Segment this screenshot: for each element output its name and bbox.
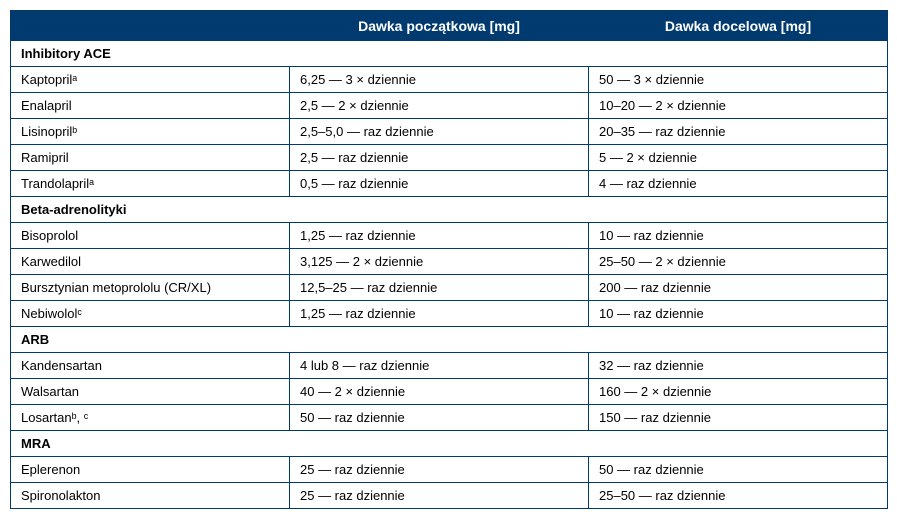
target-dose: 10 — raz dziennie <box>589 223 888 249</box>
start-dose: 6,25 — 3 × dziennie <box>290 67 589 93</box>
table-row: Losartanᵇ, ᶜ50 — raz dziennie150 — raz d… <box>11 405 888 431</box>
start-dose: 3,125 — 2 × dziennie <box>290 249 589 275</box>
table-row: Enalapril2,5 — 2 × dziennie10–20 — 2 × d… <box>11 93 888 119</box>
section-header-row: ARB <box>11 327 888 353</box>
section-header-row: MRA <box>11 431 888 457</box>
drug-name: Kandensartan <box>11 353 290 379</box>
table-row: Ramipril2,5 — raz dziennie5 — 2 × dzienn… <box>11 145 888 171</box>
target-dose: 4 — raz dziennie <box>589 171 888 197</box>
table-row: Walsartan40 — 2 × dziennie160 — 2 × dzie… <box>11 379 888 405</box>
drug-name: Walsartan <box>11 379 290 405</box>
drug-name: Nebiwololᶜ <box>11 301 290 327</box>
drug-name: Karwedilol <box>11 249 290 275</box>
target-dose: 150 — raz dziennie <box>589 405 888 431</box>
section-title: MRA <box>11 431 888 457</box>
section-header-row: Beta-adrenolityki <box>11 197 888 223</box>
table-row: Lisinoprilᵇ2,5–5,0 — raz dziennie20–35 —… <box>11 119 888 145</box>
table-row: Kandensartan4 lub 8 — raz dziennie32 — r… <box>11 353 888 379</box>
target-dose: 32 — raz dziennie <box>589 353 888 379</box>
section-title: Inhibitory ACE <box>11 41 888 67</box>
table-body: Inhibitory ACEKaptoprilᵃ6,25 — 3 × dzien… <box>11 41 888 509</box>
table-row: Bisoprolol1,25 — raz dziennie10 — raz dz… <box>11 223 888 249</box>
start-dose: 2,5 — raz dziennie <box>290 145 589 171</box>
start-dose: 4 lub 8 — raz dziennie <box>290 353 589 379</box>
target-dose: 25–50 — 2 × dziennie <box>589 249 888 275</box>
table-row: Eplerenon25 — raz dziennie50 — raz dzien… <box>11 457 888 483</box>
header-empty <box>11 11 290 41</box>
start-dose: 1,25 — raz dziennie <box>290 301 589 327</box>
drug-name: Losartanᵇ, ᶜ <box>11 405 290 431</box>
start-dose: 12,5–25 — raz dziennie <box>290 275 589 301</box>
drug-name: Lisinoprilᵇ <box>11 119 290 145</box>
drug-name: Spironolakton <box>11 483 290 509</box>
target-dose: 25–50 — raz dziennie <box>589 483 888 509</box>
drug-name: Ramipril <box>11 145 290 171</box>
section-header-row: Inhibitory ACE <box>11 41 888 67</box>
drug-name: Bursztynian metoprololu (CR/XL) <box>11 275 290 301</box>
start-dose: 0,5 — raz dziennie <box>290 171 589 197</box>
target-dose: 50 — raz dziennie <box>589 457 888 483</box>
table-row: Kaptoprilᵃ6,25 — 3 × dziennie50 — 3 × dz… <box>11 67 888 93</box>
start-dose: 1,25 — raz dziennie <box>290 223 589 249</box>
table-row: Nebiwololᶜ1,25 — raz dziennie10 — raz dz… <box>11 301 888 327</box>
section-title: Beta-adrenolityki <box>11 197 888 223</box>
header-row: Dawka początkowa [mg] Dawka docelowa [mg… <box>11 11 888 41</box>
dosage-table: Dawka początkowa [mg] Dawka docelowa [mg… <box>10 10 888 509</box>
section-title: ARB <box>11 327 888 353</box>
header-start-dose: Dawka początkowa [mg] <box>290 11 589 41</box>
table-row: Bursztynian metoprololu (CR/XL)12,5–25 —… <box>11 275 888 301</box>
drug-name: Kaptoprilᵃ <box>11 67 290 93</box>
target-dose: 10–20 — 2 × dziennie <box>589 93 888 119</box>
start-dose: 40 — 2 × dziennie <box>290 379 589 405</box>
start-dose: 2,5–5,0 — raz dziennie <box>290 119 589 145</box>
start-dose: 25 — raz dziennie <box>290 483 589 509</box>
target-dose: 160 — 2 × dziennie <box>589 379 888 405</box>
table-row: Spironolakton25 — raz dziennie25–50 — ra… <box>11 483 888 509</box>
start-dose: 2,5 — 2 × dziennie <box>290 93 589 119</box>
drug-name: Eplerenon <box>11 457 290 483</box>
target-dose: 10 — raz dziennie <box>589 301 888 327</box>
target-dose: 200 — raz dziennie <box>589 275 888 301</box>
table-row: Trandolaprilᵃ0,5 — raz dziennie4 — raz d… <box>11 171 888 197</box>
target-dose: 5 — 2 × dziennie <box>589 145 888 171</box>
table-row: Karwedilol3,125 — 2 × dziennie25–50 — 2 … <box>11 249 888 275</box>
header-target-dose: Dawka docelowa [mg] <box>589 11 888 41</box>
target-dose: 20–35 — raz dziennie <box>589 119 888 145</box>
drug-name: Bisoprolol <box>11 223 290 249</box>
target-dose: 50 — 3 × dziennie <box>589 67 888 93</box>
start-dose: 25 — raz dziennie <box>290 457 589 483</box>
drug-name: Enalapril <box>11 93 290 119</box>
start-dose: 50 — raz dziennie <box>290 405 589 431</box>
drug-name: Trandolaprilᵃ <box>11 171 290 197</box>
